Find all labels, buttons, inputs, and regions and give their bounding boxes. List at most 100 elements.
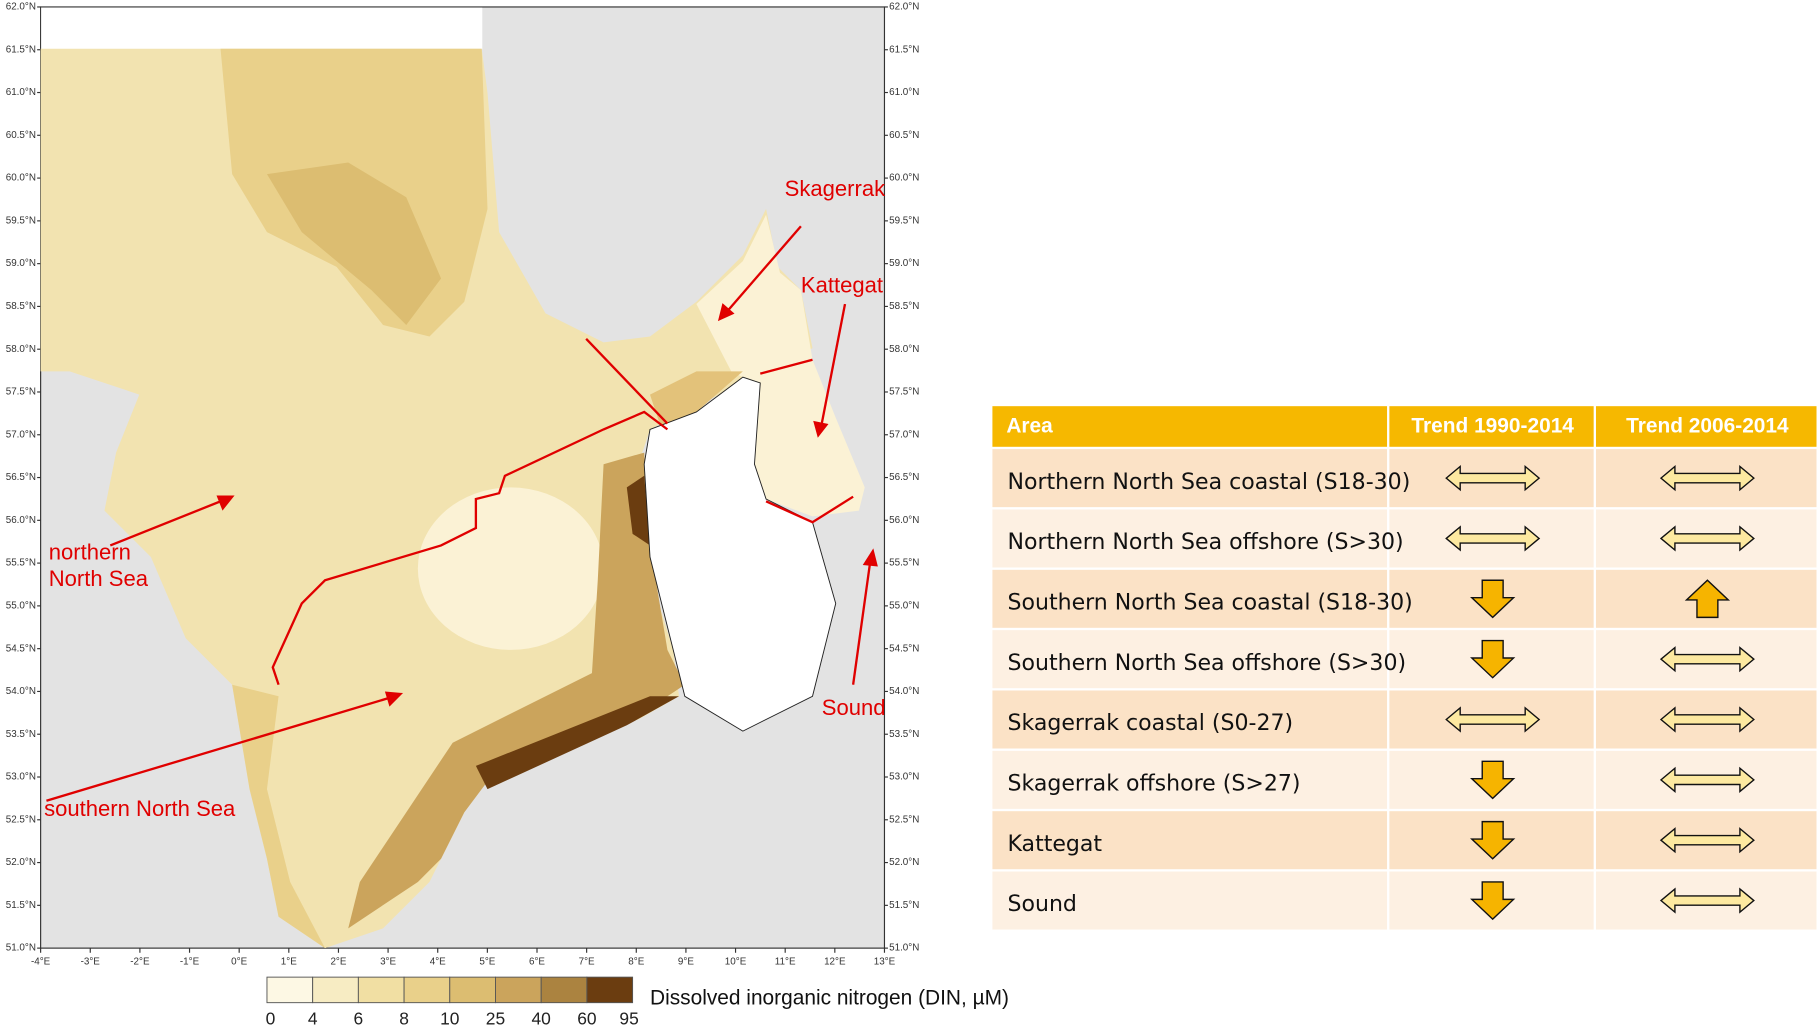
trend-arrow <box>1659 646 1755 673</box>
trend-arrow <box>1659 887 1755 914</box>
trend-arrow <box>1445 525 1541 552</box>
lat-tick-label: 55.5°N <box>889 558 919 569</box>
lat-tick-label: 51.5°N <box>6 900 36 911</box>
colorbar-tick-label: 10 <box>440 1009 459 1029</box>
annotation: Skagerrak <box>785 176 886 201</box>
colorbar-bin <box>403 976 451 1004</box>
lat-tick-label: 59.5°N <box>889 215 919 226</box>
header-text: Trend 1990-2014 <box>1411 415 1574 438</box>
lat-tick-label: 57.0°N <box>889 429 919 440</box>
lon-tick-label: 12°E <box>824 957 846 968</box>
colorbar-bin <box>540 976 588 1004</box>
lon-tick-label: 9°E <box>678 957 694 968</box>
colorbar-bin <box>586 976 634 1004</box>
trend-arrow <box>1445 465 1541 492</box>
colorbar-tick-label: 95 <box>619 1009 638 1029</box>
no-data <box>41 7 483 50</box>
lat-tick-label: 60.0°N <box>889 173 919 184</box>
lat-tick-label: 61.0°N <box>889 87 919 98</box>
trend-arrow <box>1684 579 1731 619</box>
colorbar-tick-label: 40 <box>532 1009 551 1029</box>
lat-tick-label: 53.5°N <box>6 729 36 740</box>
table-cell <box>992 569 1388 628</box>
table-cell <box>992 509 1388 568</box>
lat-tick-label: 51.0°N <box>889 943 919 954</box>
lon-tick-label: 3°E <box>380 957 396 968</box>
lon-tick-label: 7°E <box>579 957 595 968</box>
lon-tick-label: 2°E <box>330 957 346 968</box>
colorbar-bin <box>312 976 359 1004</box>
zone <box>475 696 680 790</box>
lon-tick-label: 11°E <box>775 957 796 968</box>
trend-arrow <box>1470 820 1516 860</box>
lat-tick-label: 58.5°N <box>6 301 36 312</box>
table-cell <box>992 811 1388 870</box>
lat-tick-label: 51.0°N <box>6 943 36 954</box>
lon-tick-label: 13°E <box>874 957 896 968</box>
lat-tick-label: 57.5°N <box>6 387 36 398</box>
lat-tick-label: 55.5°N <box>6 558 36 569</box>
colorbar-bin <box>449 976 496 1004</box>
trend-arrow <box>1659 766 1755 793</box>
trend-arrow <box>1659 525 1755 552</box>
lat-tick-label: 58.5°N <box>889 301 919 312</box>
lon-tick-label: 0°E <box>231 957 247 968</box>
lat-tick-label: 54.0°N <box>6 686 36 697</box>
lat-tick-label: 58.0°N <box>6 344 36 355</box>
lon-tick-label: 4°E <box>430 957 446 968</box>
lat-tick-label: 56.0°N <box>889 515 919 526</box>
row-label: Southern North Sea coastal (S18-30) <box>1008 590 1413 615</box>
colorbar-tick-label: 8 <box>399 1009 409 1029</box>
lat-tick-label: 52.5°N <box>889 814 919 825</box>
row-label: Kattegat <box>1008 832 1103 857</box>
lat-tick-label: 61.5°N <box>6 44 36 55</box>
zone <box>266 162 442 325</box>
table-cell <box>992 630 1388 689</box>
lon-tick-label: -3°E <box>81 957 101 968</box>
colorbar-bin <box>495 976 542 1004</box>
lat-tick-label: 54.5°N <box>6 643 36 654</box>
header-text: Trend 2006-2014 <box>1626 415 1789 438</box>
lon-tick-label: -4°E <box>31 957 51 968</box>
row-label: Skagerrak coastal (S0-27) <box>1008 711 1294 736</box>
boundary <box>271 338 854 686</box>
table-cell <box>992 690 1388 749</box>
lat-tick-label: 57.0°N <box>6 429 36 440</box>
annotation: northern <box>49 539 131 564</box>
lat-tick-label: 59.5°N <box>6 215 36 226</box>
table-cell <box>992 871 1388 930</box>
lat-tick-label: 53.5°N <box>889 729 919 740</box>
lon-tick-label: 8°E <box>628 957 644 968</box>
lat-tick-label: 54.0°N <box>889 686 919 697</box>
lat-tick-label: 52.0°N <box>889 857 919 868</box>
row-label: Sound <box>1008 892 1077 917</box>
trend-arrow <box>1659 827 1755 854</box>
lat-tick-label: 60.5°N <box>889 130 919 141</box>
lat-tick-label: 52.5°N <box>6 814 36 825</box>
colorbar-tick-label: 25 <box>486 1009 505 1029</box>
trend-arrow <box>1470 579 1516 619</box>
trend-arrow <box>1445 706 1541 733</box>
header-cell <box>1389 406 1594 447</box>
trend-arrow <box>1470 760 1516 800</box>
row-label: Skagerrak offshore (S>27) <box>1008 771 1301 796</box>
row-label: Northern North Sea offshore (S>30) <box>1008 530 1404 555</box>
lon-tick-label: 1°E <box>281 957 297 968</box>
lat-tick-label: 61.5°N <box>889 44 919 55</box>
lat-tick-label: 53.0°N <box>6 772 36 783</box>
header-cell <box>992 406 1388 447</box>
lat-tick-label: 57.5°N <box>889 387 919 398</box>
lat-tick-label: 59.0°N <box>6 258 36 269</box>
lon-tick-label: -1°E <box>180 957 200 968</box>
table: Area Trend 1990-2014 Trend 2006-2014 Northe… <box>992 406 1817 930</box>
arrows <box>46 225 878 802</box>
trend-arrow <box>1659 465 1755 492</box>
zone <box>650 371 743 430</box>
colorbar-label: Dissolved inorganic nitrogen (DIN, µM) <box>650 987 1009 1010</box>
lat-tick-label: 51.5°N <box>889 900 919 911</box>
zone <box>626 475 650 546</box>
colorbar-tick-label: 60 <box>577 1009 596 1029</box>
colorbar-tick-label: 0 <box>266 1009 276 1029</box>
denmark <box>643 376 837 732</box>
